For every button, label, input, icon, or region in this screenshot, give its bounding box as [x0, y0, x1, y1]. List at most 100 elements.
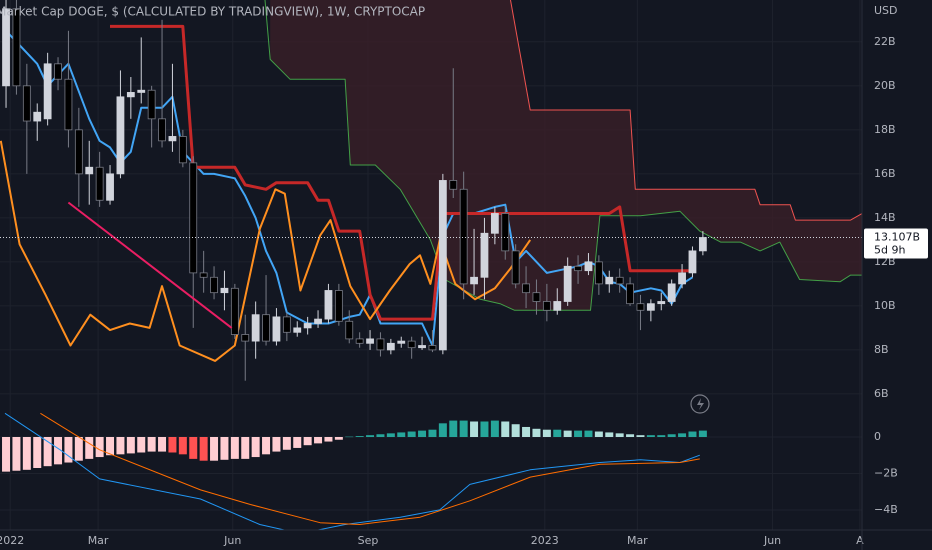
axes: 2022MarJunSep2023MarJunA6B8B10B12B14B16B… [0, 35, 928, 547]
macd-bar [43, 436, 52, 467]
macd-bar [147, 436, 156, 452]
macd-bar [334, 436, 343, 440]
macd-pane [2, 412, 707, 530]
macd-bar [303, 436, 312, 446]
macd-bar [64, 436, 73, 463]
macd-tick-label: 0 [874, 430, 881, 443]
macd-bar [626, 434, 635, 437]
y-tick-label: 22B [874, 35, 896, 48]
macd-bar [54, 436, 63, 465]
macd-bar [667, 434, 676, 437]
macd-bar [95, 436, 104, 458]
y-tick-label: 16B [874, 167, 896, 180]
candle-body [366, 338, 374, 344]
candle-body [54, 63, 62, 80]
candle-body [355, 338, 364, 344]
cloud-lead-b [510, 0, 862, 221]
candle-body [594, 261, 603, 285]
candle-body [251, 314, 260, 342]
candle-body [334, 290, 343, 322]
candle-body [542, 301, 551, 311]
candle-body [532, 292, 541, 302]
candle-body [64, 78, 73, 131]
macd-bar [85, 436, 94, 459]
macd-bar [158, 436, 167, 452]
macd-bar [553, 429, 562, 437]
macd-bar [126, 436, 135, 454]
trend-line [67, 201, 233, 329]
macd-bar [2, 436, 11, 472]
macd-bar [688, 431, 697, 437]
macd-bar [178, 436, 187, 455]
chart-title: Market Cap DOGE, $ (CALCULATED BY TRADIN… [0, 5, 425, 19]
candle-body [303, 323, 312, 329]
macd-bar [397, 432, 406, 437]
candle-body [137, 89, 146, 93]
candle-body [178, 136, 187, 164]
candle-body [314, 318, 322, 324]
candle-body [189, 162, 198, 274]
candle-body [459, 188, 468, 285]
candle-body [636, 303, 645, 311]
candle-body [33, 111, 42, 122]
replay-icon[interactable] [690, 394, 710, 414]
candle-body [158, 118, 166, 142]
macd-bar [199, 436, 208, 461]
macd-bar [293, 436, 302, 448]
last-price-label: 13.107B [874, 231, 920, 244]
candle-body [272, 316, 281, 342]
macd-bar [106, 436, 115, 456]
macd-bar [22, 436, 31, 470]
candle-body [449, 180, 458, 190]
candle-body [626, 283, 634, 305]
candle-body [241, 334, 250, 342]
candle-body [2, 8, 10, 87]
macd-bar [522, 426, 531, 437]
macd-bar [563, 430, 572, 437]
candle-body [12, 8, 21, 87]
macd-bar [490, 420, 499, 437]
icon-circle [690, 394, 710, 414]
cloud-lead-a [264, 0, 862, 311]
macd-bar [678, 433, 687, 437]
macd-bar [74, 436, 83, 461]
x-tick-label: Jun [223, 534, 241, 547]
y-tick-label: 20B [874, 79, 896, 92]
macd-bar [636, 435, 645, 437]
macd-bar [407, 431, 416, 437]
x-tick-label: 2023 [531, 534, 559, 547]
macd-tick-label: −4B [874, 503, 898, 516]
macd-bar [355, 436, 364, 437]
x-tick-label: 2022 [0, 534, 24, 547]
x-tick-label: Mar [88, 534, 109, 547]
macd-bar [366, 435, 375, 437]
candle-body [553, 301, 562, 311]
candle-body [563, 265, 572, 302]
macd-line [4, 412, 700, 530]
macd-bar [376, 434, 385, 437]
indicator-line [110, 24, 693, 321]
candle-body [168, 136, 177, 142]
macd-bar [262, 436, 271, 455]
candle-body [688, 250, 697, 274]
macd-bar [480, 421, 489, 437]
candle-body [74, 129, 83, 175]
candle-body [646, 303, 655, 311]
macd-bar [230, 436, 239, 459]
macd-line [40, 412, 700, 525]
countdown-label: 5d 9h [874, 244, 905, 257]
macd-bar [189, 436, 198, 459]
candle-body [22, 85, 31, 122]
y-tick-label: 8B [874, 343, 889, 356]
candle-body [386, 342, 395, 351]
macd-bar [137, 436, 146, 453]
candle-body [116, 96, 125, 175]
candle-body [428, 345, 437, 351]
candle-body [584, 261, 593, 272]
candle-body [657, 301, 666, 305]
candle-body [147, 89, 156, 120]
y-tick-label: 6B [874, 387, 889, 400]
macd-bar [324, 436, 333, 442]
